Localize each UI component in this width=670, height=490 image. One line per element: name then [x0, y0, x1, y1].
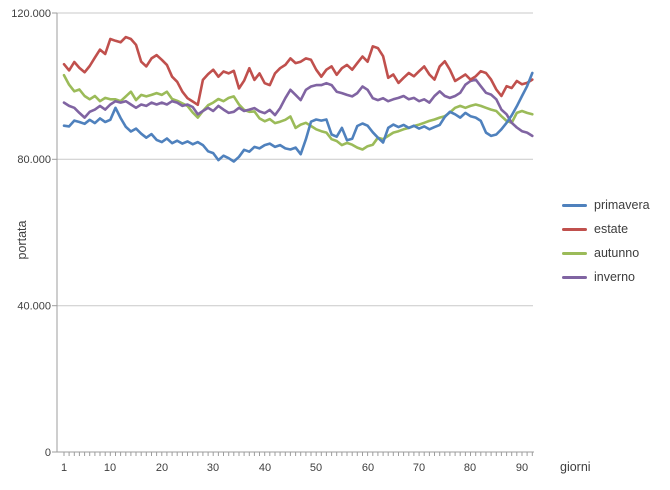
x-tick-label-90: 90 — [516, 462, 528, 474]
y-tick-label-40000: 40.000 — [17, 301, 51, 313]
legend-swatch-autunno — [562, 251, 587, 255]
series-line-primavera — [62, 71, 534, 163]
legend-label-primavera: primavera — [594, 197, 650, 212]
x-tick-label-40: 40 — [259, 462, 271, 474]
x-tick-label-10: 10 — [104, 462, 116, 474]
x-tick-label-70: 70 — [413, 462, 425, 474]
legend-item-primavera: primavera — [562, 193, 650, 217]
series-line-estate — [62, 35, 534, 107]
y-tick-label-120000: 120.000 — [11, 8, 51, 20]
plot-layer — [52, 12, 534, 456]
y-tick-label-80000: 80.000 — [17, 154, 51, 166]
legend-label-autunno: autunno — [594, 245, 640, 260]
legend-item-autunno: autunno — [562, 241, 650, 265]
x-tick-label-80: 80 — [464, 462, 476, 474]
series-line-inverno — [62, 78, 534, 138]
y-axis-title: portata — [15, 220, 29, 259]
legend-item-inverno: inverno — [562, 265, 650, 289]
x-tick-label-1: 1 — [61, 462, 67, 474]
x-tick-label-20: 20 — [156, 462, 168, 474]
legend-swatch-estate — [562, 227, 587, 231]
y-tick-label-0: 0 — [45, 447, 51, 459]
x-tick-label-30: 30 — [207, 462, 219, 474]
x-axis-title: giorni — [560, 460, 591, 474]
legend-label-inverno: inverno — [594, 269, 635, 284]
x-tick-label-50: 50 — [310, 462, 322, 474]
legend-swatch-primavera — [562, 203, 587, 207]
legend: primavera estate autunno inverno — [562, 193, 650, 289]
legend-swatch-inverno — [562, 275, 587, 279]
legend-label-estate: estate — [594, 221, 629, 236]
legend-item-estate: estate — [562, 217, 650, 241]
series-line-autunno — [62, 73, 534, 151]
x-tick-label-60: 60 — [362, 462, 374, 474]
